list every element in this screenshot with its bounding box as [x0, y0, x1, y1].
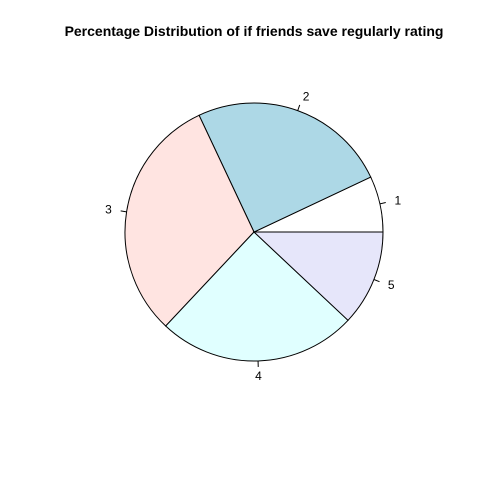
- pie-slice-5: [252, 231, 384, 322]
- pie-label-4: 4: [255, 369, 262, 383]
- pie-label-1: 1: [395, 194, 402, 208]
- pie-tick-1: [379, 202, 386, 205]
- chart-title: Percentage Distribution of if friends sa…: [65, 23, 444, 39]
- pie-tick-5: [373, 279, 380, 283]
- pie-label-ticks: [120, 104, 386, 367]
- pie-tick-3: [120, 210, 127, 213]
- pie-slice-3: [124, 114, 255, 327]
- pie-label-3: 3: [105, 202, 112, 216]
- pie-label-2: 2: [303, 90, 310, 104]
- pie-label-5: 5: [388, 278, 395, 292]
- pie-labels: 1 2 3 4 5: [105, 90, 401, 383]
- pie-slices: [124, 102, 384, 362]
- pie-tick-2: [297, 104, 301, 111]
